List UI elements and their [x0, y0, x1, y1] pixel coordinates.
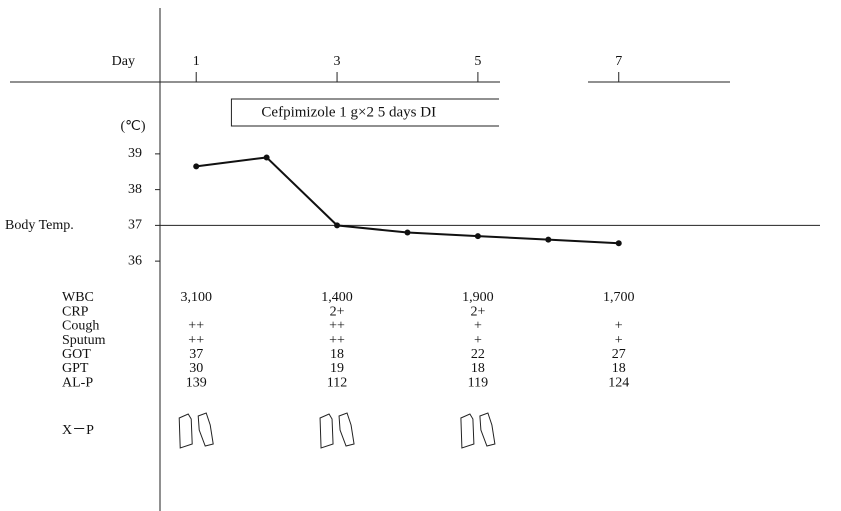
cell: 1,700: [603, 290, 635, 305]
xray-sketch: [179, 413, 213, 448]
row-label: AL-P: [62, 375, 93, 390]
x-tick-label: 3: [334, 54, 341, 69]
data-point: [545, 237, 551, 243]
x-tick-label: 7: [615, 54, 622, 69]
cell: 124: [608, 375, 629, 390]
image-row-label: X－P: [62, 423, 94, 438]
y-tick-label: 39: [128, 146, 142, 161]
cell: 3,100: [180, 290, 212, 305]
cell: 112: [327, 375, 347, 390]
x-tick-label: 1: [193, 54, 200, 69]
xray-sketch: [461, 413, 495, 448]
data-point: [193, 163, 199, 169]
row-label: Cough: [62, 319, 99, 334]
cell: +: [615, 333, 623, 348]
cell: 18: [471, 361, 485, 376]
cell: 119: [468, 375, 488, 390]
data-point: [334, 222, 340, 228]
cell: 1,900: [462, 290, 494, 305]
cell: 37: [189, 347, 203, 362]
cell: 22: [471, 347, 485, 362]
x-tick-label: 5: [474, 54, 481, 69]
cell: 2+: [330, 304, 345, 319]
cell: +: [615, 319, 623, 334]
cell: ++: [188, 319, 204, 334]
row-label: WBC: [62, 290, 94, 305]
chart: Day (℃) Body Temp. X－P 1 3 5 7 36 37 38 39 Cefpi…: [0, 0, 841, 511]
row-label: GOT: [62, 347, 91, 362]
y-tick-label: 36: [128, 253, 142, 268]
x-axis-label: Day: [112, 54, 135, 69]
cell: 139: [186, 375, 207, 390]
data-point: [404, 230, 410, 236]
cell: +: [474, 333, 482, 348]
y-axis-label: Body Temp.: [5, 218, 74, 233]
row-label: CRP: [62, 304, 89, 319]
cell: 2+: [470, 304, 485, 319]
cell: 30: [189, 361, 203, 376]
data-point: [475, 233, 481, 239]
cell: +: [474, 319, 482, 334]
cell: 19: [330, 361, 344, 376]
y-tick-label: 38: [128, 182, 142, 197]
treatment-label: Cefpimizole 1 g×2 5 days DI: [261, 104, 436, 120]
xray-sketch: [320, 413, 354, 448]
cell: 18: [330, 347, 344, 362]
row-label: Sputum: [62, 333, 106, 348]
cell: 27: [612, 347, 626, 362]
cell: ++: [188, 333, 204, 348]
y-unit: (℃): [120, 119, 145, 134]
data-point: [616, 240, 622, 246]
cell: ++: [329, 319, 345, 334]
cell: 18: [612, 361, 626, 376]
y-tick-label: 37: [128, 218, 142, 233]
cell: ++: [329, 333, 345, 348]
cell: 1,400: [321, 290, 353, 305]
row-label: GPT: [62, 361, 89, 376]
data-point: [264, 154, 270, 160]
